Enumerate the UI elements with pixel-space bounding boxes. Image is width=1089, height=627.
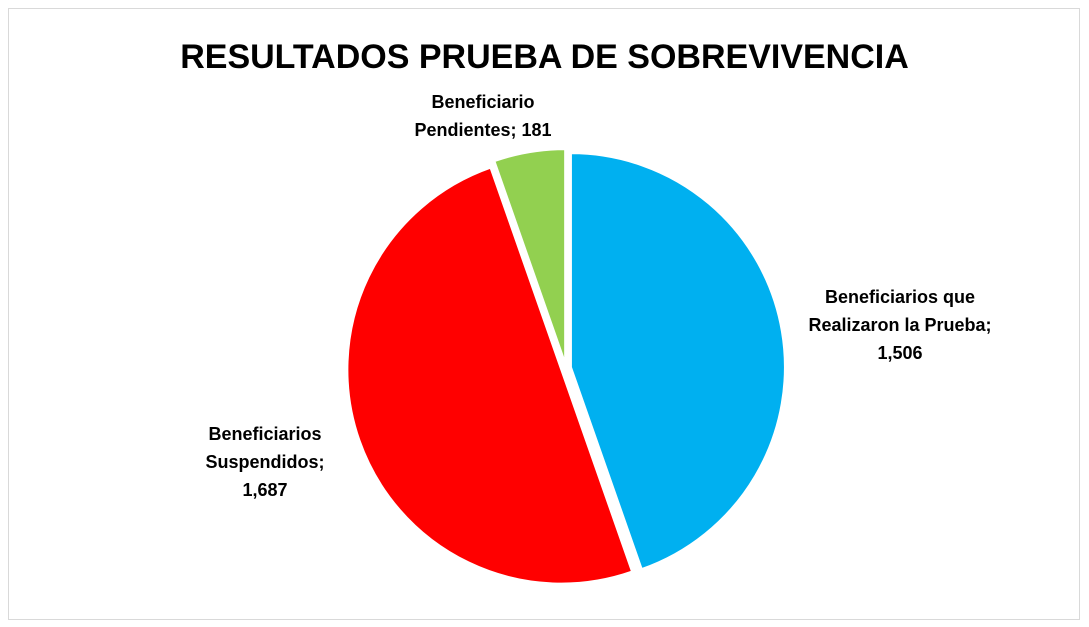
data-label: Beneficiarios que Realizaron la Prueba; …	[808, 287, 992, 363]
data-label: Beneficiario Pendientes; 181	[414, 92, 552, 140]
pie-slice	[493, 148, 567, 364]
pie-slice	[346, 166, 634, 585]
pie-slice	[569, 152, 786, 571]
chart-title: RESULTADOS PRUEBA DE SOBREVIVENCIA	[180, 38, 909, 76]
data-label: Beneficiarios Suspendidos; 1,687	[205, 424, 325, 500]
